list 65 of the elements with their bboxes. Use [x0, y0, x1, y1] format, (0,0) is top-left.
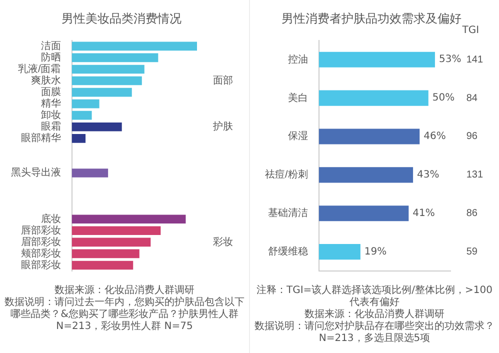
y2-tick-label: 86: [466, 208, 478, 220]
y-tick-label: 眼部彩妆: [20, 258, 61, 271]
y-tick-label: 基础清洁: [268, 207, 308, 220]
y-tick-label: 眉部彩妆: [20, 236, 61, 248]
y2-tick-label: 96: [466, 131, 478, 142]
bar: [72, 226, 161, 236]
bar: [72, 249, 140, 258]
y-tick-label: 面膜: [40, 86, 61, 98]
bar: [72, 88, 132, 97]
chart-title: 男性美妆品类消费情况: [62, 12, 182, 26]
source-note: 数据来源：化妆品消费人群调研: [304, 309, 446, 320]
bar: [72, 53, 158, 62]
y-tick-label: 底妆: [40, 212, 61, 225]
y-tick-label: 眼部精华: [20, 132, 61, 144]
y2-axis-title: TGI: [461, 24, 480, 36]
y2-tick-label: 131: [466, 170, 484, 181]
y2-tick-label: 141: [466, 54, 484, 66]
bar: [72, 76, 142, 86]
data-label: 43%: [417, 170, 440, 181]
y-tick-label: 祛痘/粉刺: [264, 168, 308, 181]
bar: [72, 122, 122, 132]
y-tick-label: 舒缓维稳: [268, 246, 308, 258]
bar: [318, 206, 409, 222]
bar: [318, 128, 420, 144]
bar: [72, 110, 92, 120]
y-tick-label: 美白: [288, 92, 308, 104]
y-tick-label: 乳液/面霜: [18, 62, 61, 75]
y2-tick-label: 面部: [213, 74, 233, 87]
y2-tick-label: 护肤: [212, 120, 233, 133]
chart-title: 男性消费者护肤品功效需求及偏好: [282, 12, 462, 26]
y-tick-label: 精华: [40, 98, 61, 110]
data-label: 41%: [412, 208, 435, 219]
y-tick-label: 保湿: [288, 130, 308, 142]
text: 注释：TGI=该人群选择该选项比例/整体比例，>100代表有偏好: [255, 285, 494, 308]
y-tick-label: 洁面: [40, 40, 61, 52]
data-label: 19%: [364, 246, 387, 258]
bar: [72, 64, 144, 74]
text: 数据说明：请问您对护肤品存在哪些突出的功效需求？N=213，多选且限选5项: [254, 321, 495, 345]
bar: [318, 167, 414, 183]
y-tick-label: 黑头导出液: [10, 166, 61, 179]
bar: [318, 52, 435, 68]
y2-tick-label: 59: [466, 246, 478, 258]
y-tick-label: 卸妆: [40, 109, 61, 122]
data-label: 46%: [424, 131, 446, 142]
y-tick-label: 控油: [288, 53, 308, 66]
y2-tick-label: 彩妆: [213, 236, 233, 248]
text: 数据说明：请问过去一年内，您购买的护肤品包含以下哪些品类？&您购买了哪些彩妆产品？护肤男性人群N=213，彩妆男性人群 N=75: [4, 297, 245, 333]
bar: [72, 99, 100, 108]
y-tick-label: 爽肤水: [30, 74, 61, 87]
bar: [318, 90, 428, 106]
y-tick-label: 眼霜: [40, 122, 61, 133]
bar: [72, 42, 197, 51]
data-label: 53%: [438, 54, 462, 66]
y-tick-label: 防晒: [40, 51, 61, 64]
y2-tick-label: 84: [466, 92, 478, 104]
bar: [72, 238, 151, 247]
bar: [72, 214, 186, 224]
bar: [318, 244, 360, 260]
y-tick-label: 颊部彩妆: [20, 247, 61, 260]
bar: [72, 134, 86, 143]
bar: [72, 260, 134, 270]
y-tick-label: 唇部彩妆: [20, 224, 61, 236]
source-note: 数据来源：化妆品消费人群调研: [54, 285, 196, 296]
bar: [72, 168, 108, 178]
data-label: 50%: [432, 92, 455, 104]
